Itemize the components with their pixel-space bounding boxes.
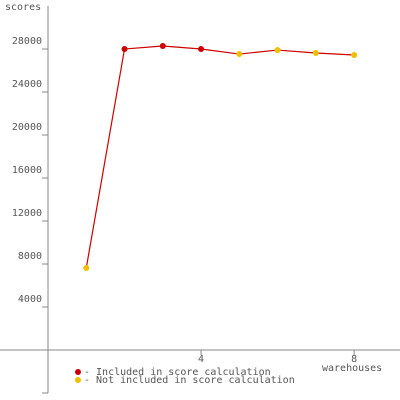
legend-label: - Not included in score calculation (84, 375, 295, 386)
y-tick-label: 20000 (12, 122, 42, 133)
data-point (198, 46, 205, 52)
legend-label: - Included in score calculation (84, 367, 271, 378)
data-line (85, 45, 355, 269)
x-tick-label: 4 (198, 354, 204, 365)
data-point (274, 47, 281, 54)
data-point (121, 46, 128, 52)
data-point (351, 52, 358, 59)
legend-marker (75, 369, 81, 375)
data-point (83, 264, 90, 271)
y-tick-label: 24000 (12, 79, 42, 90)
y-axis-label: scores (5, 2, 41, 13)
data-point (159, 42, 166, 49)
x-axis-label: warehouses (322, 363, 382, 374)
y-tick-label: 8000 (18, 251, 42, 262)
y-tick-label: 16000 (12, 165, 42, 176)
x-tick-label: 8 (351, 354, 357, 365)
legend-marker (75, 377, 81, 383)
y-tick-label: 28000 (12, 36, 42, 47)
y-tick-label: 12000 (12, 208, 42, 219)
data-point (236, 51, 243, 58)
data-point (312, 49, 319, 56)
y-tick-label: 4000 (18, 294, 42, 305)
